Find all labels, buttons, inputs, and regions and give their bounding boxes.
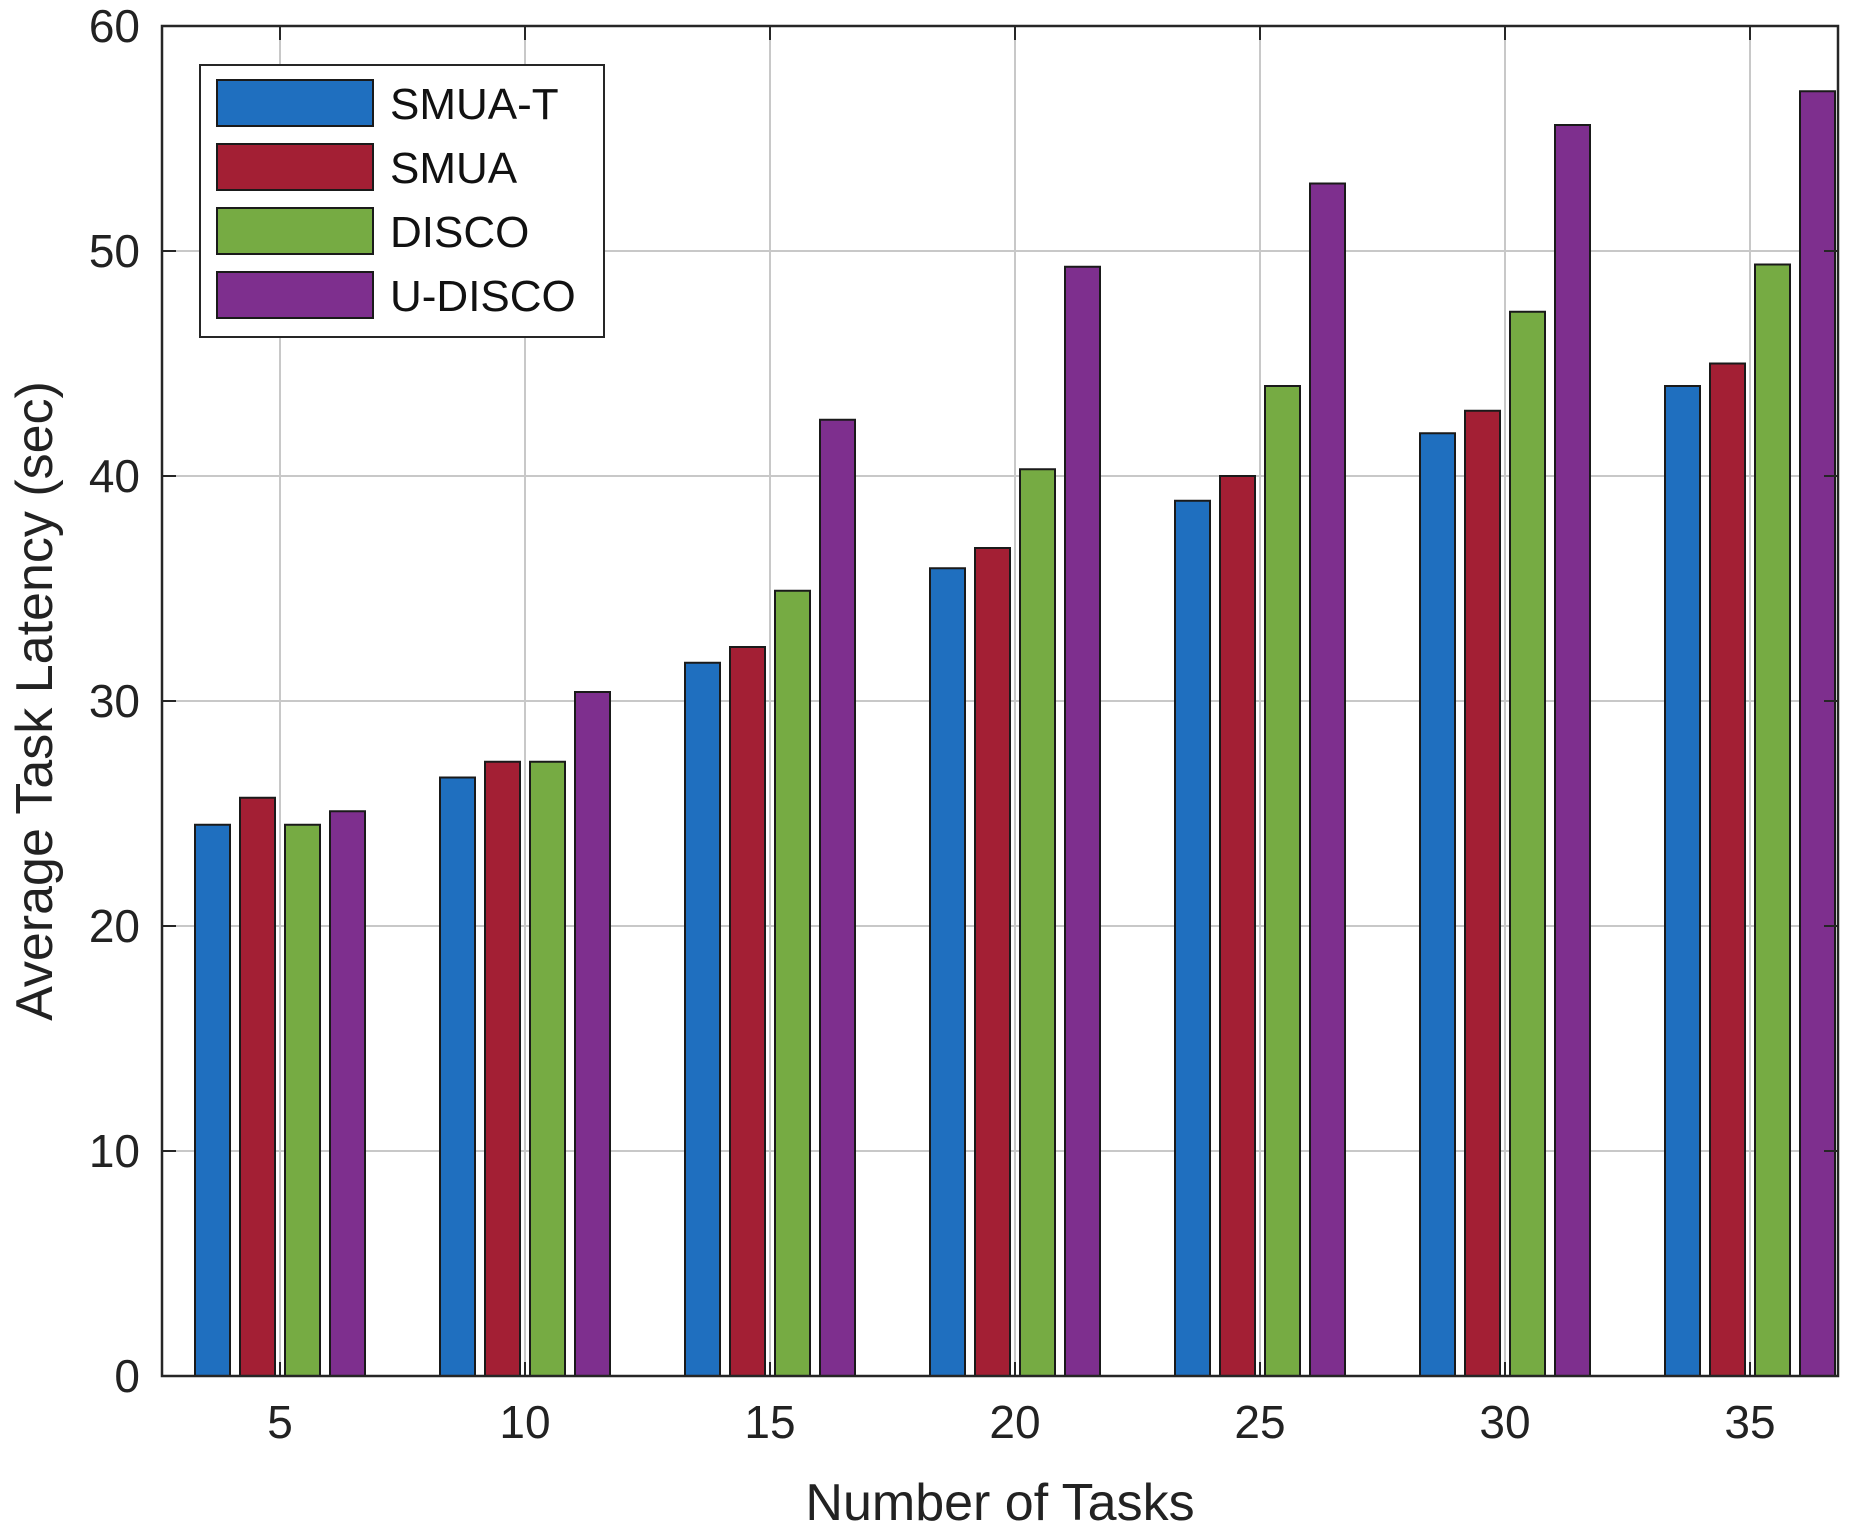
x-tick-label: 5 [267, 1396, 293, 1448]
x-tick-label: 15 [744, 1396, 795, 1448]
bar-smua-20 [974, 547, 1011, 1377]
bar-u-disco-5 [329, 810, 366, 1377]
bar-smua-t-10 [439, 776, 476, 1377]
x-tick-label: 30 [1479, 1396, 1530, 1448]
bar-u-disco-30 [1554, 124, 1591, 1377]
y-tick-label: 30 [89, 675, 140, 727]
legend-label: U-DISCO [390, 272, 576, 321]
x-tick-label: 25 [1234, 1396, 1285, 1448]
bar-u-disco-10 [574, 691, 611, 1377]
y-tick-label: 10 [89, 1125, 140, 1177]
x-tick-label: 10 [499, 1396, 550, 1448]
bar-u-disco-15 [819, 418, 856, 1377]
y-tick-label: 0 [114, 1350, 140, 1402]
y-tick-label: 60 [89, 0, 140, 52]
bar-disco-20 [1019, 468, 1056, 1377]
legend-swatch [216, 207, 374, 255]
legend: SMUA-T SMUA DISCO U-DISCO [199, 64, 605, 338]
legend-swatch [216, 79, 374, 127]
bar-disco-10 [529, 760, 566, 1377]
bar-smua-t-5 [194, 823, 231, 1377]
bar-smua-t-35 [1664, 385, 1701, 1377]
bar-smua-10 [484, 760, 521, 1377]
bar-smua-15 [729, 646, 766, 1377]
bar-disco-35 [1754, 263, 1791, 1377]
bar-smua-35 [1709, 362, 1746, 1377]
axis-label-layer: Number of Tasks Average Task Latency (se… [6, 381, 1195, 1532]
bar-disco-30 [1509, 310, 1546, 1377]
bar-smua-t-25 [1174, 499, 1211, 1377]
legend-swatch [216, 143, 374, 191]
y-axis-label: Average Task Latency (sec) [6, 381, 64, 1021]
legend-label: SMUA-T [390, 80, 559, 129]
legend-label: SMUA [390, 144, 518, 193]
bar-smua-30 [1464, 409, 1501, 1377]
bar-u-disco-20 [1064, 265, 1101, 1377]
bar-u-disco-35 [1799, 90, 1836, 1377]
bar-smua-25 [1219, 475, 1256, 1377]
x-tick-label: 35 [1724, 1396, 1775, 1448]
y-tick-label: 20 [89, 900, 140, 952]
bar-smua-t-30 [1419, 432, 1456, 1377]
x-tick-label: 20 [989, 1396, 1040, 1448]
bar-smua-t-15 [684, 661, 721, 1377]
y-tick-label: 50 [89, 225, 140, 277]
legend-label: DISCO [390, 208, 529, 257]
bar-disco-25 [1264, 385, 1301, 1377]
bar-u-disco-25 [1309, 182, 1346, 1377]
bar-smua-t-20 [929, 567, 966, 1377]
bar-disco-15 [774, 589, 811, 1377]
bar-layer [194, 90, 1836, 1377]
y-tick-label: 40 [89, 450, 140, 502]
bar-disco-5 [284, 823, 321, 1377]
x-axis-label: Number of Tasks [805, 1474, 1194, 1532]
tick-layer: 0 10 20 30 40 50 60 5 10 15 20 25 30 35 [89, 0, 1838, 1448]
legend-swatch [216, 271, 374, 319]
bar-smua-5 [239, 796, 276, 1377]
